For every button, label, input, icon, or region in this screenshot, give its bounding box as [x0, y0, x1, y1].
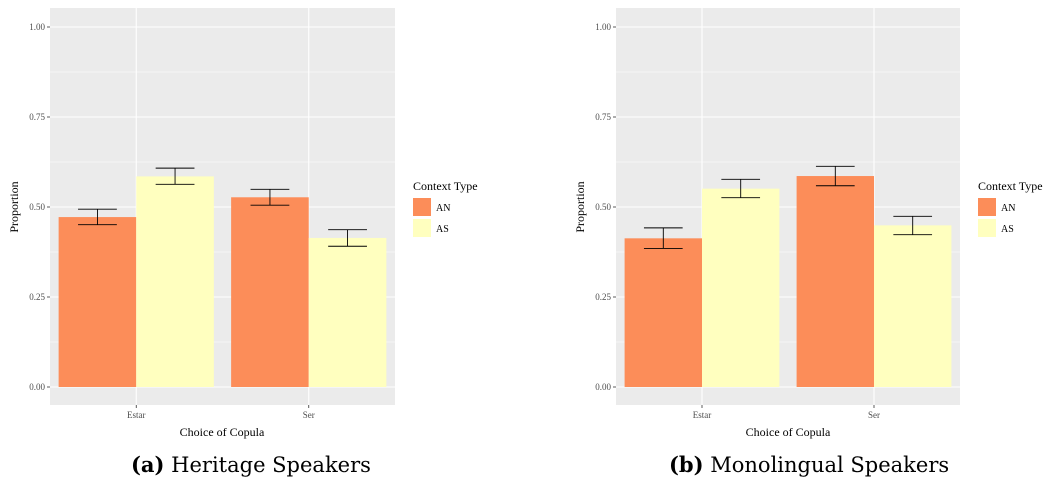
- y-tick-label: 1.00: [29, 22, 45, 32]
- bar-as-ser: [308, 237, 387, 387]
- legend-key-as: [978, 219, 996, 237]
- x-tick-label: Estar: [693, 410, 712, 420]
- error-bar-an-ser: [815, 165, 855, 187]
- x-tick-label: Estar: [127, 410, 146, 420]
- legend-key-an: [413, 198, 431, 216]
- caption-b: (b) Monolingual Speakers: [669, 452, 949, 477]
- caption-a: (a) Heritage Speakers: [131, 452, 371, 477]
- error-bar-as-ser: [893, 215, 933, 236]
- y-tick-label: 0.75: [595, 112, 611, 122]
- y-tick-label: 0.25: [29, 292, 45, 302]
- bar-as-estar: [136, 176, 214, 387]
- x-tick-label: Ser: [303, 410, 315, 420]
- y-tick-label: 0.00: [595, 382, 611, 392]
- chart-b: 0.00 0.25 0.50 0.75 1.00 Estar Ser Choice of Co…: [573, 8, 1043, 439]
- error-bar-as-ser: [328, 229, 367, 247]
- legend-label-as: AS: [436, 224, 449, 235]
- error-bar-an-estar: [78, 208, 117, 226]
- x-axis-title: Choice of Copula: [746, 425, 831, 439]
- y-tick-label: 1.00: [595, 22, 611, 32]
- chart-a: 0.00 0.25 0.50 0.75 1.00 Estar Ser Choice of Co…: [7, 8, 478, 439]
- error-bar-an-ser: [250, 188, 290, 206]
- bar-an-estar: [624, 238, 702, 387]
- legend-label-an: AN: [436, 203, 450, 214]
- legend: Context Type AN AS: [413, 179, 478, 237]
- y-tick-label: 0.50: [29, 202, 45, 212]
- bar-as-estar: [702, 188, 780, 387]
- legend-key-as: [413, 219, 431, 237]
- caption-b-tag: (b): [669, 452, 704, 477]
- bar-an-ser: [231, 197, 309, 387]
- y-tick-label: 0.25: [595, 292, 611, 302]
- caption-a-text: Heritage Speakers: [171, 453, 371, 477]
- error-bar-as-estar: [155, 167, 195, 185]
- error-bar-as-estar: [721, 178, 761, 199]
- legend-label-as: AS: [1001, 224, 1014, 235]
- y-axis-title: Proportion: [573, 181, 587, 232]
- legend-label-an: AN: [1001, 203, 1015, 214]
- legend: Context Type AN AS: [978, 179, 1043, 237]
- caption-a-tag: (a): [131, 452, 165, 477]
- bar-an-estar: [58, 217, 137, 387]
- bar-an-ser: [796, 176, 874, 387]
- y-axis-title: Proportion: [7, 181, 21, 232]
- x-axis-title: Choice of Copula: [180, 425, 265, 439]
- y-tick-label: 0.50: [595, 202, 611, 212]
- bar-as-ser: [874, 225, 952, 387]
- caption-b-text: Monolingual Speakers: [710, 453, 950, 477]
- legend-title: Context Type: [413, 179, 478, 193]
- y-tick-label: 0.00: [29, 382, 45, 392]
- y-tick-label: 0.75: [29, 112, 45, 122]
- legend-title: Context Type: [978, 179, 1043, 193]
- x-tick-label: Ser: [868, 410, 880, 420]
- error-bar-an-estar: [643, 227, 683, 249]
- legend-key-an: [978, 198, 996, 216]
